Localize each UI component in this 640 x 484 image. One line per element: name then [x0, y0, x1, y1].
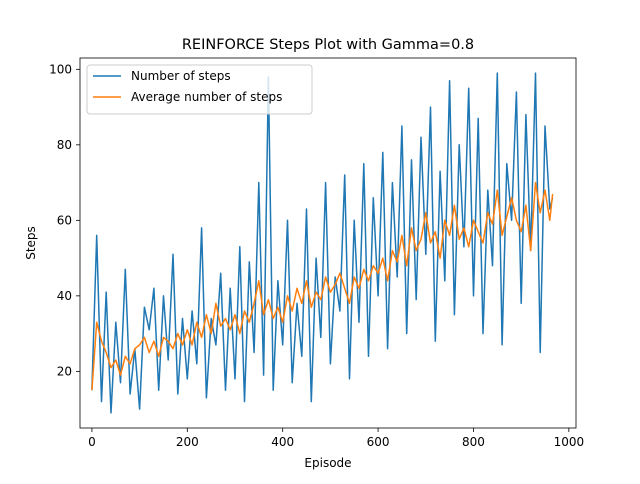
x-tick-label: 400: [271, 435, 294, 449]
x-tick-label: 1000: [554, 435, 585, 449]
x-axis: 0 200 400 600 800 1000: [88, 428, 584, 449]
axes-frame: [79, 57, 577, 429]
x-tick-label: 600: [367, 435, 390, 449]
y-tick-label: 60: [57, 213, 72, 227]
legend-label-average-number-of-steps: Average number of steps: [131, 90, 282, 104]
y-axis-label: Steps: [24, 226, 38, 260]
y-axis: 20 40 60 80 100: [49, 62, 80, 378]
x-tick-label: 200: [176, 435, 199, 449]
legend-box: [86, 64, 313, 115]
plot-area: [79, 57, 577, 429]
legend-label-number-of-steps: Number of steps: [131, 69, 231, 83]
x-tick-label: 0: [88, 435, 96, 449]
y-tick-label: 100: [49, 62, 72, 76]
x-axis-label: Episode: [304, 456, 351, 470]
chart-title: REINFORCE Steps Plot with Gamma=0.8: [182, 37, 474, 53]
series-layer: [91, 72, 554, 414]
series-line-average-number-of-steps: [91, 181, 554, 391]
y-tick-label: 40: [57, 289, 72, 303]
y-tick-label: 80: [57, 138, 72, 152]
y-tick-label: 20: [57, 364, 72, 378]
x-tick-label: 800: [462, 435, 485, 449]
legend: Number of steps Average number of steps: [86, 64, 313, 115]
